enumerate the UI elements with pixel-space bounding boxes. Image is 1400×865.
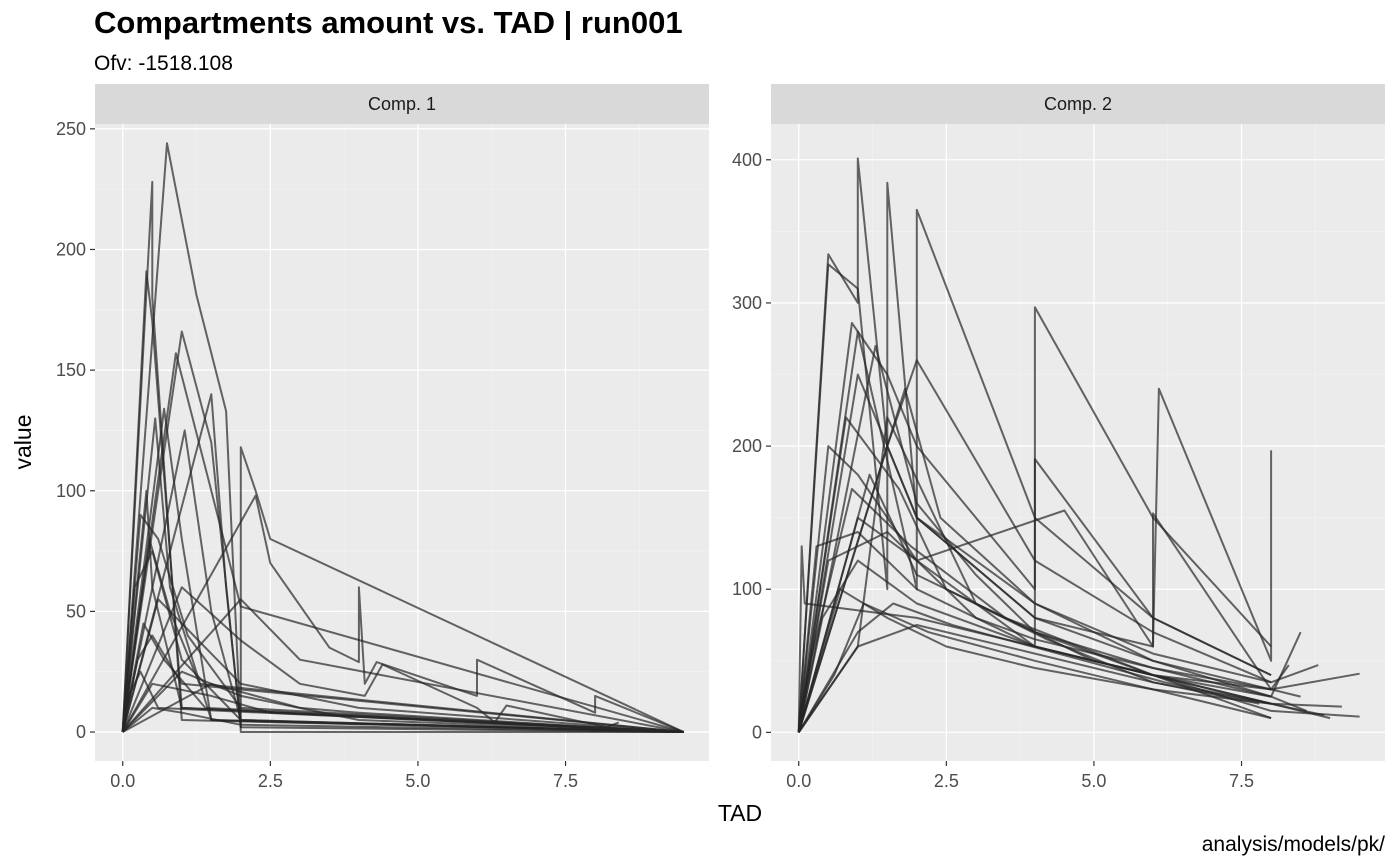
plot-caption: analysis/models/pk/ — [1202, 833, 1385, 856]
series-line — [797, 509, 1290, 733]
series-line — [121, 598, 684, 733]
facet-strip-label: Comp. 2 — [1044, 94, 1112, 114]
facet-strip — [95, 84, 709, 124]
series-line — [121, 634, 684, 733]
y-tick-label: 250 — [56, 119, 86, 139]
series-line — [121, 550, 684, 733]
series-line — [121, 670, 684, 733]
panel-background — [95, 124, 709, 761]
series-line — [121, 393, 684, 733]
facet-panel-comp-2: Comp. 2 0.0 2.5 5.0 7.5 0 100 200 300 400 — [732, 84, 1385, 791]
y-tick-label: 150 — [56, 360, 86, 380]
x-axis-title: TAD — [718, 800, 762, 826]
x-tick-label: 0.0 — [786, 771, 811, 791]
x-tick-label: 5.0 — [1081, 771, 1106, 791]
facet-strip — [771, 84, 1385, 124]
facet-panel-comp-1: Comp. 1 0.0 2.5 5.0 7.5 0 50 100 150 200 250 — [56, 84, 709, 791]
x-tick-label: 0.0 — [110, 771, 135, 791]
series-line — [121, 494, 684, 733]
x-tick-label: 5.0 — [405, 771, 430, 791]
chart-subtitle: Ofv: -1518.108 — [94, 52, 233, 75]
series-line — [797, 531, 1272, 733]
x-tick-label: 2.5 — [934, 771, 959, 791]
series-line — [121, 352, 684, 733]
y-tick-label: 0 — [752, 722, 762, 742]
series-line — [121, 670, 684, 733]
series-line — [797, 373, 1273, 733]
series-line — [797, 181, 1272, 733]
series-line — [797, 306, 1272, 733]
y-tick-label: 100 — [56, 481, 86, 501]
y-tick-label: 300 — [732, 293, 762, 313]
series-line — [797, 602, 1272, 733]
x-tick-label: 2.5 — [258, 771, 283, 791]
x-tick-label: 7.5 — [553, 771, 578, 791]
y-tick-label: 200 — [732, 436, 762, 456]
series-line — [121, 142, 684, 733]
y-tick-label: 50 — [66, 601, 86, 621]
series-line — [122, 706, 684, 733]
y-axis-title: value — [10, 415, 36, 470]
series-line — [797, 344, 1307, 733]
y-tick-label: 100 — [732, 579, 762, 599]
facet-strip-label: Comp. 1 — [368, 94, 436, 114]
series-line — [121, 598, 684, 733]
series-line — [797, 387, 1272, 733]
series-line — [797, 559, 1360, 733]
y-tick-label: 0 — [76, 722, 86, 742]
y-tick-label: 200 — [56, 239, 86, 259]
series-line — [121, 330, 685, 733]
chart-title: Compartments amount vs. TAD | run001 — [94, 5, 683, 40]
x-tick-label: 7.5 — [1229, 771, 1254, 791]
y-tick-label: 400 — [732, 150, 762, 170]
series-line — [797, 545, 1272, 733]
